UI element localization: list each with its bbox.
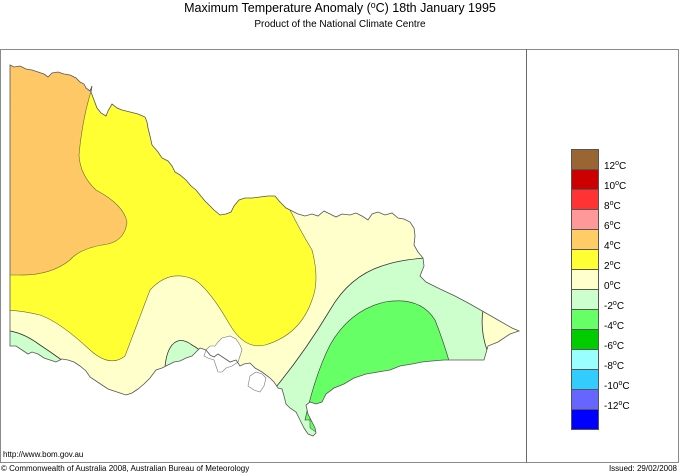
title-degree: o [370,0,376,10]
legend-label: 0oC [604,280,621,292]
title-suffix: C) 18th January 1995 [375,1,496,15]
legend-label: 8oC [604,200,621,212]
frame-left-border [0,49,1,462]
issued-date: Issued: 29/02/2008 [608,464,677,473]
legend-label: -12oC [604,400,630,412]
legend-swatch [571,349,599,369]
legend-label: 4oC [604,240,621,252]
map-subtitle: Product of the National Climate Centre [254,19,426,30]
legend-label: -4oC [604,320,625,332]
map-title: Maximum Temperature Anomaly (oC) 18th Ja… [0,1,680,15]
legend-label: 12oC [604,160,627,172]
legend-swatch [571,249,599,269]
port-phillip-bay [203,335,243,373]
region-0-to-2-east-tip [481,299,519,351]
western-port [247,371,267,393]
legend-label: 2oC [604,260,621,272]
legend-label: -8oC [604,360,625,372]
legend-swatch [571,169,599,189]
legend-swatch [571,269,599,289]
legend-label: 6oC [604,220,621,232]
legend-swatch [571,309,599,329]
legend-swatch [571,209,599,229]
source-url[interactable]: http://www.bom.gov.au [3,450,84,459]
legend-swatch [571,409,599,430]
legend-label: 10oC [604,180,627,192]
region-minus4-to-minus2-west [10,349,47,391]
victoria-anomaly-map [0,50,526,462]
legend-label: -10oC [604,380,630,392]
legend-swatch [571,389,599,409]
legend-labels: 12oC 10oC 8oC 6oC 4oC 2oC 0oC -2oC -4oC … [604,160,630,421]
legend-label: -2oC [604,300,625,312]
map-frame [0,49,679,463]
legend-divider [526,49,527,462]
legend-swatch [571,329,599,349]
temperature-legend [571,149,599,430]
legend-swatch [571,289,599,309]
copyright-text: © Commonwealth of Australia 2008, Austra… [1,464,250,473]
region-4-to-6 [10,65,128,276]
legend-label: -6oC [604,340,625,352]
legend-swatch [571,229,599,249]
title-prefix: Maximum Temperature Anomaly ( [184,1,371,15]
legend-swatch [571,149,599,169]
legend-swatch [571,189,599,209]
legend-swatch [571,369,599,389]
